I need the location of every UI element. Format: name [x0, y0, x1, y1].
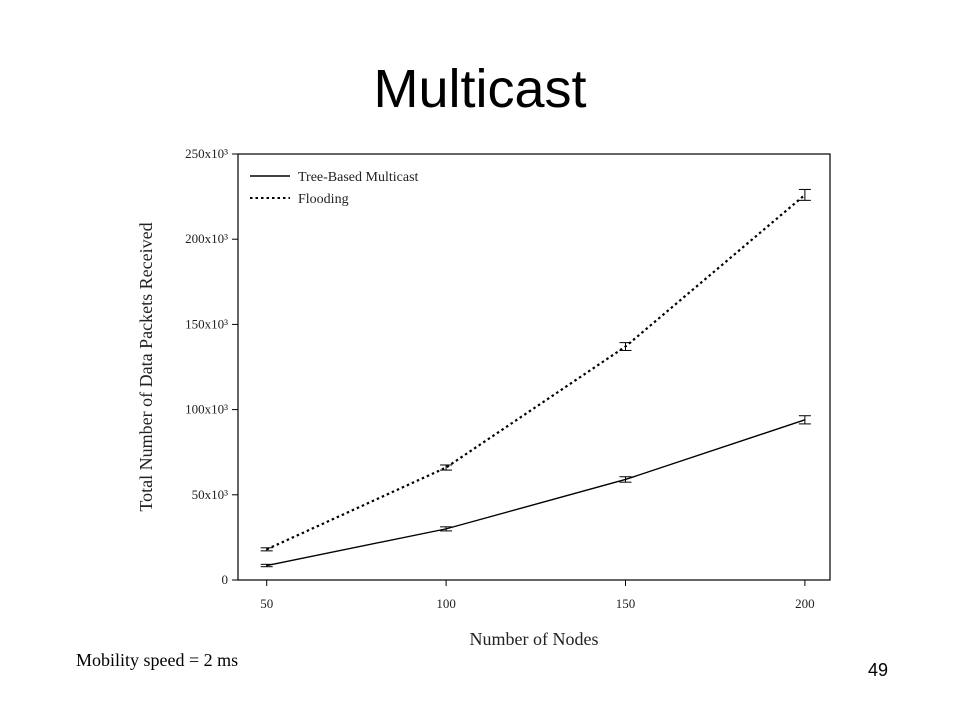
- page-number: 49: [868, 660, 889, 680]
- error-bar-tree-based-multicast: [440, 526, 453, 532]
- x-axis: 50 100 150 200: [260, 580, 815, 611]
- error-bar-tree-based-multicast: [619, 476, 632, 483]
- y-tick-label: 150x10³: [185, 316, 228, 331]
- legend-label-tree-based-multicast: Tree-Based Multicast: [298, 170, 419, 185]
- slide-title: Multicast: [373, 59, 587, 119]
- x-tick-label: 200: [795, 596, 815, 611]
- series-layer: [260, 188, 811, 568]
- y-tick-label: 250x10³: [185, 146, 228, 161]
- footnote-mobility-speed: Mobility speed = 2 ms: [76, 650, 239, 670]
- x-tick-label: 50: [260, 596, 273, 611]
- error-bar-tree-based-multicast: [260, 563, 273, 568]
- error-bar-flooding: [440, 464, 453, 471]
- y-tick-label: 200x10³: [185, 231, 228, 246]
- series-line-flooding: [266, 194, 806, 551]
- x-tick-label: 150: [616, 596, 636, 611]
- error-bar-flooding: [619, 342, 632, 351]
- error-bar-flooding: [260, 547, 273, 552]
- legend: Tree-Based Multicast Flooding: [250, 170, 419, 207]
- y-axis: 0 50x10³ 100x10³ 150x10³ 200x10³ 250x10³: [185, 146, 238, 587]
- y-tick-label: 100x10³: [185, 402, 228, 417]
- x-axis-title: Number of Nodes: [470, 629, 599, 649]
- x-tick-label: 100: [436, 596, 456, 611]
- y-tick-label: 50x10³: [192, 487, 229, 502]
- legend-label-flooding: Flooding: [298, 192, 349, 207]
- y-tick-label: 0: [222, 572, 229, 587]
- plot-area-frame: [237, 153, 831, 581]
- error-bar-flooding: [798, 188, 811, 201]
- error-bar-tree-based-multicast: [798, 415, 811, 425]
- series-line-tree-based-multicast: [266, 419, 806, 567]
- y-axis-title: Total Number of Data Packets Received: [136, 222, 156, 511]
